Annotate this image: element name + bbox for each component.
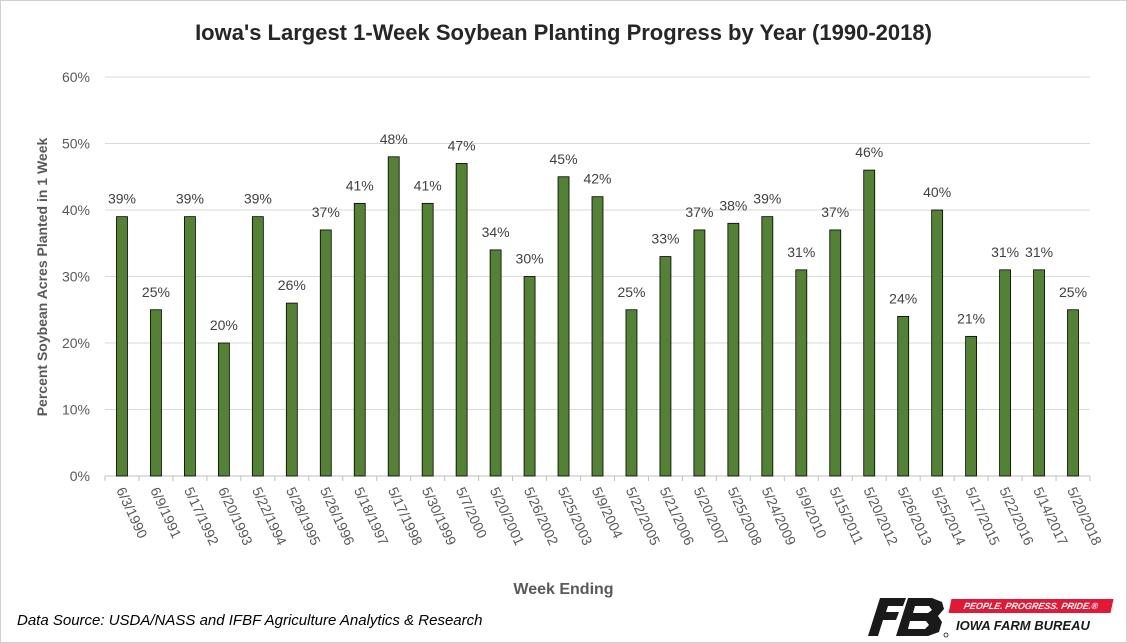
bar — [557, 176, 570, 477]
data-label: 41% — [346, 177, 374, 193]
y-tick-label: 50% — [62, 136, 90, 152]
bar — [659, 256, 672, 477]
bar — [591, 196, 604, 477]
data-label: 37% — [821, 204, 849, 220]
data-label: 37% — [312, 204, 340, 220]
bar — [523, 276, 536, 477]
bar — [727, 222, 740, 477]
data-label: 39% — [108, 191, 136, 207]
x-axis-label: Week Ending — [513, 581, 614, 598]
data-label: 42% — [583, 171, 611, 187]
bar — [1067, 309, 1079, 477]
bar — [150, 309, 162, 477]
data-label: 41% — [414, 177, 442, 193]
data-label: 30% — [516, 251, 544, 267]
bar — [931, 209, 944, 477]
chart-title: Iowa's Largest 1-Week Soybean Planting P… — [195, 20, 932, 45]
data-label: 39% — [244, 191, 272, 207]
data-label: 20% — [210, 317, 238, 333]
bar — [285, 302, 298, 477]
bar — [217, 342, 230, 477]
bar — [116, 216, 128, 477]
bar — [421, 202, 434, 477]
bar — [999, 269, 1011, 477]
data-label: 31% — [787, 244, 815, 260]
data-label: 25% — [1059, 284, 1087, 300]
bar — [387, 156, 400, 477]
bar — [795, 269, 808, 477]
bar — [1033, 269, 1045, 477]
x-tick-label: 5/7/2000 — [453, 485, 491, 541]
x-tick-label: 5/9/2004 — [589, 485, 627, 541]
data-label: 37% — [685, 204, 713, 220]
bar — [693, 229, 706, 477]
data-label: 26% — [278, 277, 306, 293]
logo-name: IOWA FARM BUREAU — [956, 618, 1090, 633]
bar — [455, 163, 468, 477]
y-tick-label: 10% — [62, 402, 90, 418]
data-label: 25% — [617, 284, 645, 300]
y-tick-label: 60% — [62, 69, 90, 85]
bar — [829, 229, 842, 477]
logo-tagline: PEOPLE. PROGRESS. PRIDE.® — [948, 599, 1114, 613]
data-label: 21% — [957, 310, 985, 326]
bar — [863, 169, 876, 477]
y-tick-label: 0% — [70, 468, 90, 484]
data-label: 25% — [142, 284, 170, 300]
data-label: 24% — [889, 290, 917, 306]
x-tick-label: 5/20/2001 — [487, 485, 528, 548]
data-label: 33% — [651, 231, 679, 247]
bar — [761, 216, 774, 477]
data-label: 47% — [448, 137, 476, 153]
bar — [965, 335, 978, 477]
bar — [625, 309, 638, 477]
farm-bureau-fb-icon — [868, 598, 949, 638]
y-tick-label: 20% — [62, 335, 90, 351]
data-label: 34% — [482, 224, 510, 240]
x-tick-label: 5/15/2011 — [827, 485, 867, 547]
bar — [251, 216, 264, 477]
data-label: 31% — [1025, 244, 1053, 260]
data-label: 31% — [991, 244, 1019, 260]
y-tick-label: 40% — [62, 202, 90, 218]
x-tick-label: 6/9/1991 — [147, 485, 185, 541]
data-label: 39% — [176, 191, 204, 207]
bar — [897, 315, 910, 477]
bar — [319, 229, 332, 477]
x-tick-label: 5/9/2010 — [793, 485, 831, 541]
data-label: 40% — [923, 184, 951, 200]
data-label: 45% — [550, 151, 578, 167]
bar — [489, 249, 502, 477]
data-source-note: Data Source: USDA/NASS and IFBF Agricult… — [17, 612, 483, 629]
data-label: 46% — [855, 144, 883, 160]
x-tick-label: 5/17/1992 — [181, 485, 222, 548]
data-label: 39% — [753, 191, 781, 207]
y-tick-label: 30% — [62, 269, 90, 285]
data-label: 38% — [719, 197, 747, 213]
data-label: 48% — [380, 131, 408, 147]
x-tick-label: 5/22/2005 — [623, 485, 664, 548]
x-tick-label: 6/3/1990 — [113, 485, 151, 541]
iowa-farm-bureau-logo: PEOPLE. PROGRESS. PRIDE.® IOWA FARM BURE… — [866, 596, 1116, 638]
bar — [353, 202, 366, 477]
bar — [184, 216, 196, 477]
